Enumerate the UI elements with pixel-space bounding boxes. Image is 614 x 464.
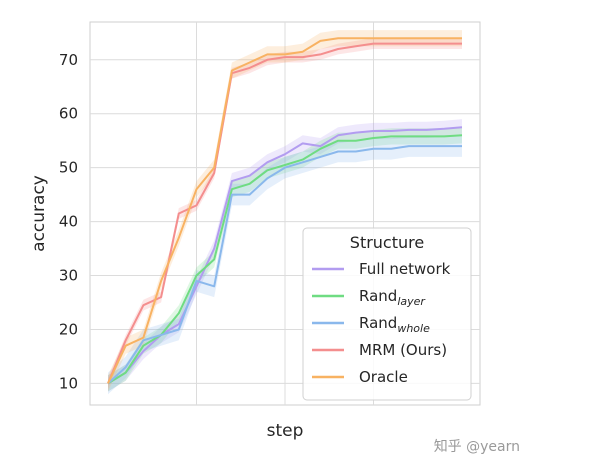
legend-label: Randlayer [359, 287, 426, 308]
series-line [107, 126, 463, 385]
series-line [107, 42, 462, 384]
series-line [107, 145, 462, 385]
legend-title: Structure [350, 233, 424, 252]
legend-label: Oracle [359, 368, 408, 386]
legend: Structure Full network Randlayer Randwhole… [302, 227, 472, 401]
watermark: 知乎 @yearn [434, 438, 520, 455]
legend-box [302, 227, 472, 401]
y-tick-label: 60 [59, 105, 78, 123]
y-axis-label: accuracy [29, 175, 49, 252]
y-tick-label: 40 [59, 213, 78, 231]
legend-label: Full network [359, 260, 451, 278]
y-tick-labels: 10 20 30 40 50 60 70 [59, 51, 78, 393]
y-tick-label: 10 [59, 374, 78, 392]
y-tick-label: 30 [59, 267, 78, 285]
series-line [107, 134, 463, 385]
legend-label: MRM (Ours) [359, 341, 447, 359]
legend-label: Randwhole [359, 314, 430, 335]
y-tick-label: 20 [59, 320, 78, 338]
series-line [107, 37, 462, 384]
y-tick-label: 70 [59, 51, 78, 69]
x-axis-label: step [267, 421, 304, 441]
series-lines [107, 37, 463, 385]
y-tick-label: 50 [59, 159, 78, 177]
